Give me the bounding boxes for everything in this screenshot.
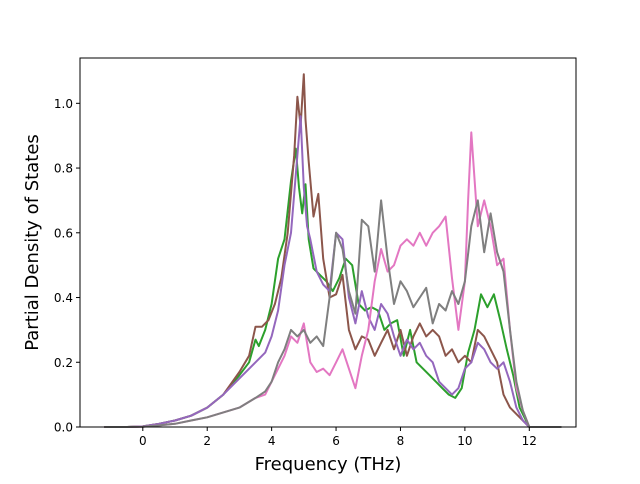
x-tick-label: 4 (268, 434, 276, 448)
y-axis: 0.0 0.2 0.4 0.6 0.8 1.0 (54, 97, 80, 435)
y-tick-label: 0.8 (54, 162, 73, 176)
series-layer (104, 73, 562, 428)
y-tick-label: 0.0 (54, 421, 73, 435)
x-tick-label: 12 (522, 434, 537, 448)
series-line-5 (104, 199, 562, 428)
y-tick-label: 1.0 (54, 97, 73, 111)
x-tick-label: 10 (457, 434, 472, 448)
x-axis-label: Frequency (THz) (255, 454, 402, 475)
x-tick-label: 2 (203, 434, 211, 448)
y-axis-label: Partial Density of States (22, 134, 43, 351)
x-tick-label: 6 (332, 434, 340, 448)
y-tick-label: 0.2 (54, 356, 73, 370)
y-tick-label: 0.4 (54, 291, 73, 305)
series-line-2 (104, 73, 562, 428)
series-line-3 (104, 115, 562, 428)
plot-frame (79, 57, 577, 428)
x-tick-label: 8 (397, 434, 405, 448)
series-line-1 (104, 147, 562, 428)
y-tick-label: 0.6 (54, 226, 73, 240)
x-axis: 0 2 4 6 8 10 12 (139, 427, 537, 448)
x-tick-label: 0 (139, 434, 147, 448)
